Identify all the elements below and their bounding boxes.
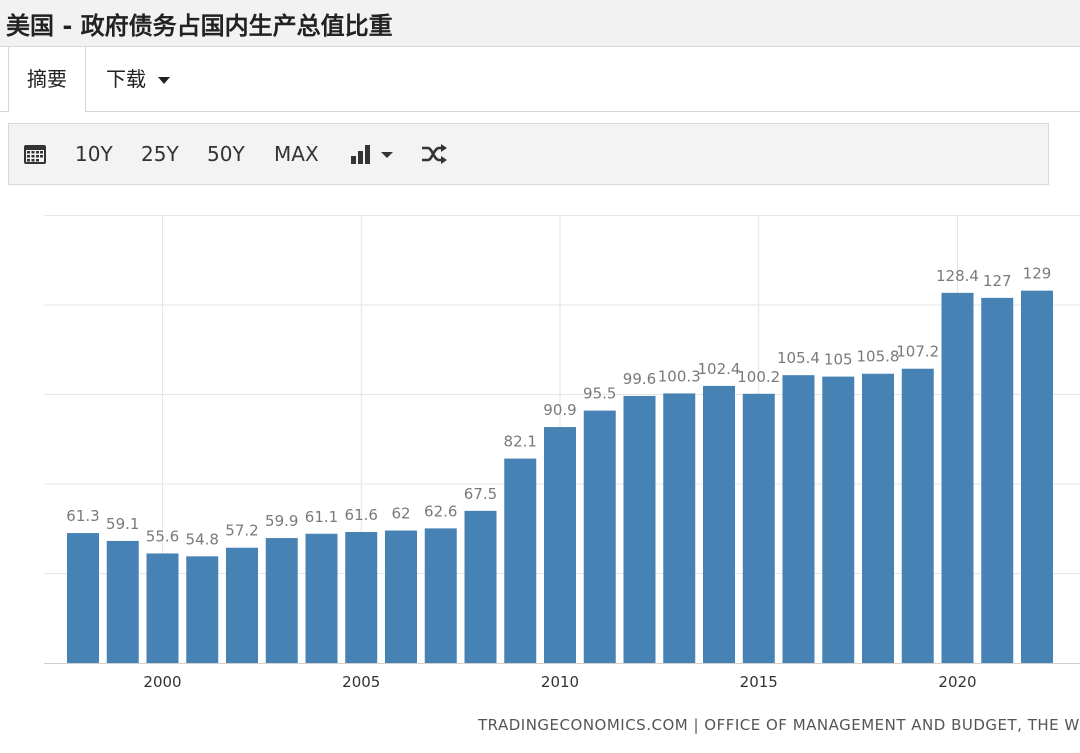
bar [544, 427, 576, 663]
bar [424, 528, 457, 663]
chevron-down-icon [381, 152, 393, 158]
x-tick-label: 2015 [740, 673, 778, 691]
bar [941, 292, 974, 663]
x-tick-label: 2005 [342, 673, 380, 691]
bar [265, 538, 298, 663]
bar [981, 297, 1014, 663]
tab-download[interactable]: 下载 [106, 47, 170, 111]
data-label: 102.4 [698, 360, 741, 378]
data-label: 54.8 [186, 530, 219, 548]
tab-download-label: 下载 [106, 67, 146, 91]
data-label: 100.2 [737, 368, 780, 386]
caret-down-icon [158, 77, 170, 84]
data-label: 90.9 [543, 401, 576, 419]
data-label: 107.2 [896, 343, 939, 361]
bar [67, 533, 99, 663]
tab-summary[interactable]: 摘要 [8, 47, 86, 112]
shuffle-icon [422, 144, 447, 164]
data-label: 62 [391, 505, 410, 523]
bar [464, 510, 497, 663]
data-label: 129 [1023, 265, 1052, 283]
chart-area: 61.3 59.1 55.6 54.8 57.2 59.9 61.1 61.6 62 62.6 67… [0, 190, 1080, 720]
title-bar: 美国 - 政府债务占国内生产总值比重 [0, 0, 1080, 47]
bar [1021, 290, 1053, 663]
chart-type-button[interactable] [347, 124, 403, 184]
source-attribution: TRADINGECONOMICS.COM | OFFICE OF MANAGEM… [478, 716, 1080, 734]
x-tick-label: 2020 [938, 673, 976, 691]
bar-chart: 61.3 59.1 55.6 54.8 57.2 59.9 61.1 61.6 62 62.6 67… [44, 215, 1080, 691]
x-tick-label: 2000 [143, 673, 181, 691]
data-label: 105 [824, 351, 853, 369]
bar [106, 540, 139, 663]
bar [504, 458, 537, 663]
range-max-button[interactable]: MAX [274, 142, 319, 166]
range-25y-button[interactable]: 25Y [141, 142, 179, 166]
data-label: 95.5 [583, 385, 616, 403]
data-label: 100.3 [658, 367, 701, 385]
data-label: 105.4 [777, 349, 820, 367]
bar [663, 393, 696, 663]
bar [782, 375, 815, 663]
bar [226, 547, 258, 663]
calendar-icon [24, 145, 46, 164]
bar [822, 376, 855, 663]
range-50y-button[interactable]: 50Y [207, 142, 245, 166]
data-label: 62.6 [424, 502, 457, 520]
bar [305, 533, 338, 663]
bar-chart-icon [351, 145, 370, 164]
data-label: 127 [983, 272, 1012, 290]
x-tick-label: 2010 [541, 673, 579, 691]
data-label: 61.1 [305, 508, 338, 526]
data-label: 59.1 [106, 515, 139, 533]
bar [742, 393, 775, 663]
bar [623, 395, 656, 663]
data-label: 99.6 [623, 370, 656, 388]
range-10y-button[interactable]: 10Y [75, 142, 113, 166]
data-label: 105.8 [857, 348, 900, 366]
bar [901, 368, 934, 663]
data-label: 61.3 [66, 507, 99, 525]
bar [862, 373, 894, 663]
bar [583, 410, 616, 663]
tab-bar: 摘要 下载 [0, 47, 1080, 112]
data-label: 128.4 [936, 267, 979, 285]
data-label: 55.6 [146, 527, 179, 545]
bar [385, 530, 417, 663]
data-label: 57.2 [225, 522, 258, 540]
bar [703, 385, 735, 663]
chart-toolbar: 10Y 25Y 50Y MAX [8, 123, 1049, 185]
data-label: 82.1 [504, 433, 537, 451]
data-label: 67.5 [464, 485, 497, 503]
bar [146, 553, 179, 663]
data-label: 59.9 [265, 512, 298, 530]
bar [186, 556, 219, 663]
bar [345, 531, 378, 663]
data-label: 61.6 [345, 506, 378, 524]
page-title: 美国 - 政府债务占国内生产总值比重 [6, 12, 393, 40]
